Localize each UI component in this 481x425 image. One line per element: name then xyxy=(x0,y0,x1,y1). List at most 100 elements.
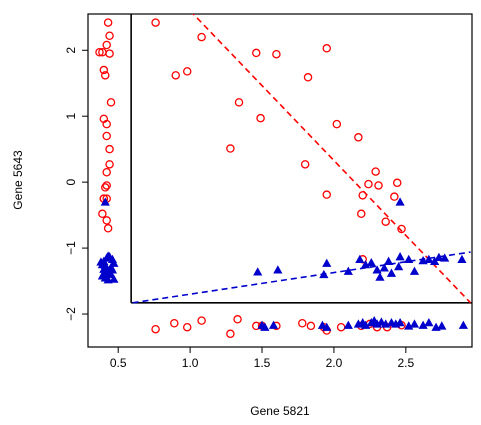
triangle-point xyxy=(268,320,279,329)
triangle-point xyxy=(394,261,404,271)
x-tick-label: 2.5 xyxy=(397,356,414,370)
reference-line-1 xyxy=(132,251,471,304)
triangle-point xyxy=(437,321,447,330)
triangle-point xyxy=(404,254,414,263)
y-tick-label: 2 xyxy=(64,47,78,54)
triangle-point xyxy=(386,268,397,277)
x-tick-label: 1.0 xyxy=(182,356,199,370)
circle-point xyxy=(354,133,363,142)
triangle-point xyxy=(355,254,365,263)
circle-point xyxy=(381,217,390,226)
circle-point xyxy=(151,324,160,334)
triangle-point xyxy=(322,322,332,331)
circle-point xyxy=(98,209,107,219)
circle-point xyxy=(300,160,310,169)
triangle-point xyxy=(100,197,110,206)
circle-point xyxy=(182,322,192,332)
circle-point xyxy=(322,44,331,53)
triangle-point xyxy=(343,266,353,275)
circle-point xyxy=(101,183,110,192)
circle-point xyxy=(322,190,331,199)
triangle-point xyxy=(409,319,420,328)
points-layer xyxy=(95,18,468,339)
triangle-point xyxy=(424,254,434,263)
triangle-point xyxy=(319,269,329,279)
triangle-point xyxy=(457,254,467,263)
circle-point xyxy=(298,319,307,328)
circle-point xyxy=(397,224,406,234)
circle-point xyxy=(101,71,110,80)
circle-point xyxy=(105,31,114,41)
triangle-point xyxy=(424,318,434,327)
triangle-point xyxy=(409,266,420,275)
circle-point xyxy=(392,178,402,188)
triangle-point xyxy=(372,265,382,274)
y-tick-label: −1 xyxy=(64,241,78,255)
circle-point xyxy=(105,160,114,169)
reference-lines-layer xyxy=(132,14,472,304)
circle-point xyxy=(357,209,366,219)
circle-point xyxy=(170,319,179,328)
circle-point xyxy=(358,191,367,200)
circle-point xyxy=(272,49,281,59)
circle-point xyxy=(364,179,373,189)
x-tick-label: 2.0 xyxy=(326,356,343,370)
circle-point xyxy=(374,181,383,190)
y-tick-label: −2 xyxy=(64,307,78,321)
circle-point xyxy=(234,98,244,107)
circle-point xyxy=(102,40,111,50)
triangle-point xyxy=(395,318,405,327)
triangle-point xyxy=(440,253,450,262)
circle-point xyxy=(102,119,111,129)
y-tick-label: 1 xyxy=(64,113,78,120)
x-axis: 0.5 1.0 1.5 2.0 2.5 xyxy=(110,346,415,370)
circle-point xyxy=(103,224,113,233)
circle-point xyxy=(102,216,111,225)
triangle-point xyxy=(109,274,119,283)
circle-point xyxy=(102,168,111,177)
circle-point xyxy=(102,181,111,190)
triangle-point xyxy=(366,257,376,267)
circle-point xyxy=(99,65,109,75)
circle-point xyxy=(95,47,104,57)
circle-point xyxy=(303,73,313,82)
circle-point xyxy=(105,144,114,154)
triangle-point xyxy=(360,320,371,329)
triangle-point xyxy=(109,258,119,267)
triangle-point xyxy=(379,263,389,272)
circle-point xyxy=(197,32,206,42)
triangle-point xyxy=(395,252,405,261)
circle-point xyxy=(226,329,235,339)
reference-line-0 xyxy=(192,14,472,304)
triangle-point xyxy=(383,256,394,265)
triangle-point xyxy=(260,322,270,331)
x-axis-label: Gene 5821 xyxy=(250,404,310,418)
circle-point xyxy=(102,131,111,141)
circle-point xyxy=(106,98,116,107)
circle-point xyxy=(252,48,261,58)
triangle-point xyxy=(418,320,428,329)
circle-point xyxy=(105,49,114,58)
plot-frame xyxy=(87,13,473,348)
triangle-point xyxy=(458,320,468,329)
circle-point xyxy=(336,322,346,332)
circle-point xyxy=(226,144,235,153)
circle-point xyxy=(182,67,192,76)
triangle-point xyxy=(434,252,444,262)
circle-point xyxy=(390,192,399,201)
x-tick-label: 1.5 xyxy=(254,356,271,370)
triangle-point xyxy=(375,272,385,281)
circle-point xyxy=(233,315,242,324)
triangle-point xyxy=(343,320,353,329)
circle-point xyxy=(103,18,113,27)
circle-point xyxy=(151,18,160,27)
circle-point xyxy=(171,71,180,80)
triangle-point xyxy=(395,197,405,206)
circle-point xyxy=(197,316,206,325)
circle-point xyxy=(332,119,342,129)
y-tick-label: 0 xyxy=(64,178,78,185)
y-axis-label: Gene 5643 xyxy=(11,150,25,210)
x-tick-label: 0.5 xyxy=(110,356,127,370)
y-axis: −2 −1 0 1 2 xyxy=(64,47,89,321)
